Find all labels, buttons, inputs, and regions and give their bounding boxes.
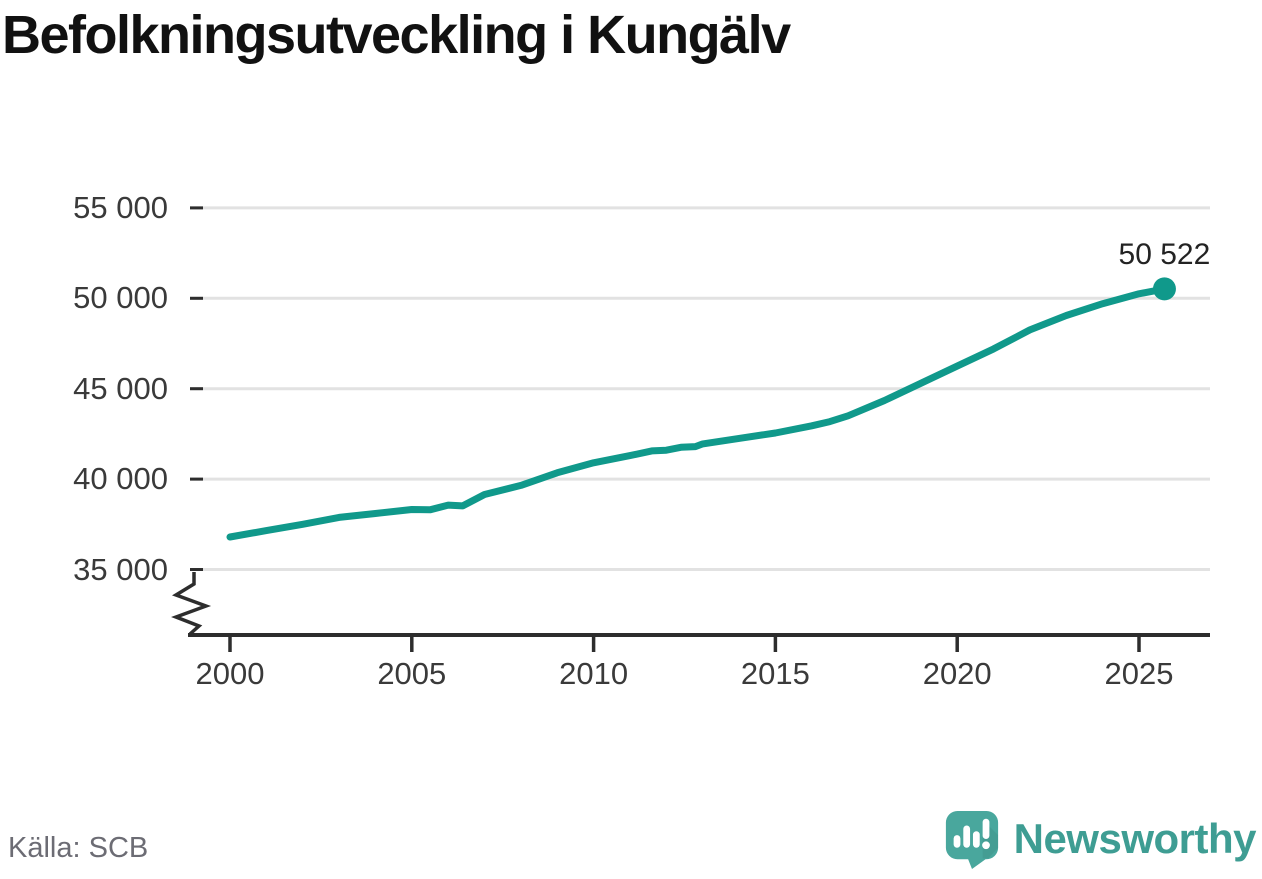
last-point-dot — [1152, 277, 1176, 301]
logo-bar-1 — [953, 835, 961, 848]
chart-title: Befolkningsutveckling i Kungälv — [2, 5, 791, 65]
y-tick-label: 40 000 — [73, 461, 168, 497]
y-tick-label: 35 000 — [73, 551, 168, 587]
x-tick-label: 2025 — [1104, 656, 1174, 691]
y-tick-label: 55 000 — [73, 189, 168, 225]
y-tick-label: 50 000 — [73, 280, 168, 316]
x-tick-label: 2010 — [559, 656, 629, 691]
population-line-series — [226, 285, 1168, 541]
x-tick-label: 2000 — [195, 656, 265, 691]
y-axis-break-icon — [171, 572, 212, 636]
x-tick-label: 2015 — [740, 656, 810, 691]
x-tick-label: 2005 — [377, 656, 447, 691]
logo-bar-2 — [962, 825, 970, 848]
source-caption: Källa: SCB — [8, 832, 149, 864]
logo-exclamation-dot — [981, 841, 990, 850]
logo-bar-3 — [972, 831, 980, 848]
y-tick-label: 45 000 — [73, 370, 168, 406]
brand-footer: Newsworthy — [943, 809, 1257, 869]
brand-wordmark: Newsworthy — [1013, 815, 1257, 862]
last-value-label: 50 522 — [1118, 238, 1211, 271]
logo-exclamation-bar — [982, 818, 990, 839]
x-tick-label: 2020 — [922, 656, 992, 691]
newsworthy-logo-icon — [945, 810, 998, 869]
